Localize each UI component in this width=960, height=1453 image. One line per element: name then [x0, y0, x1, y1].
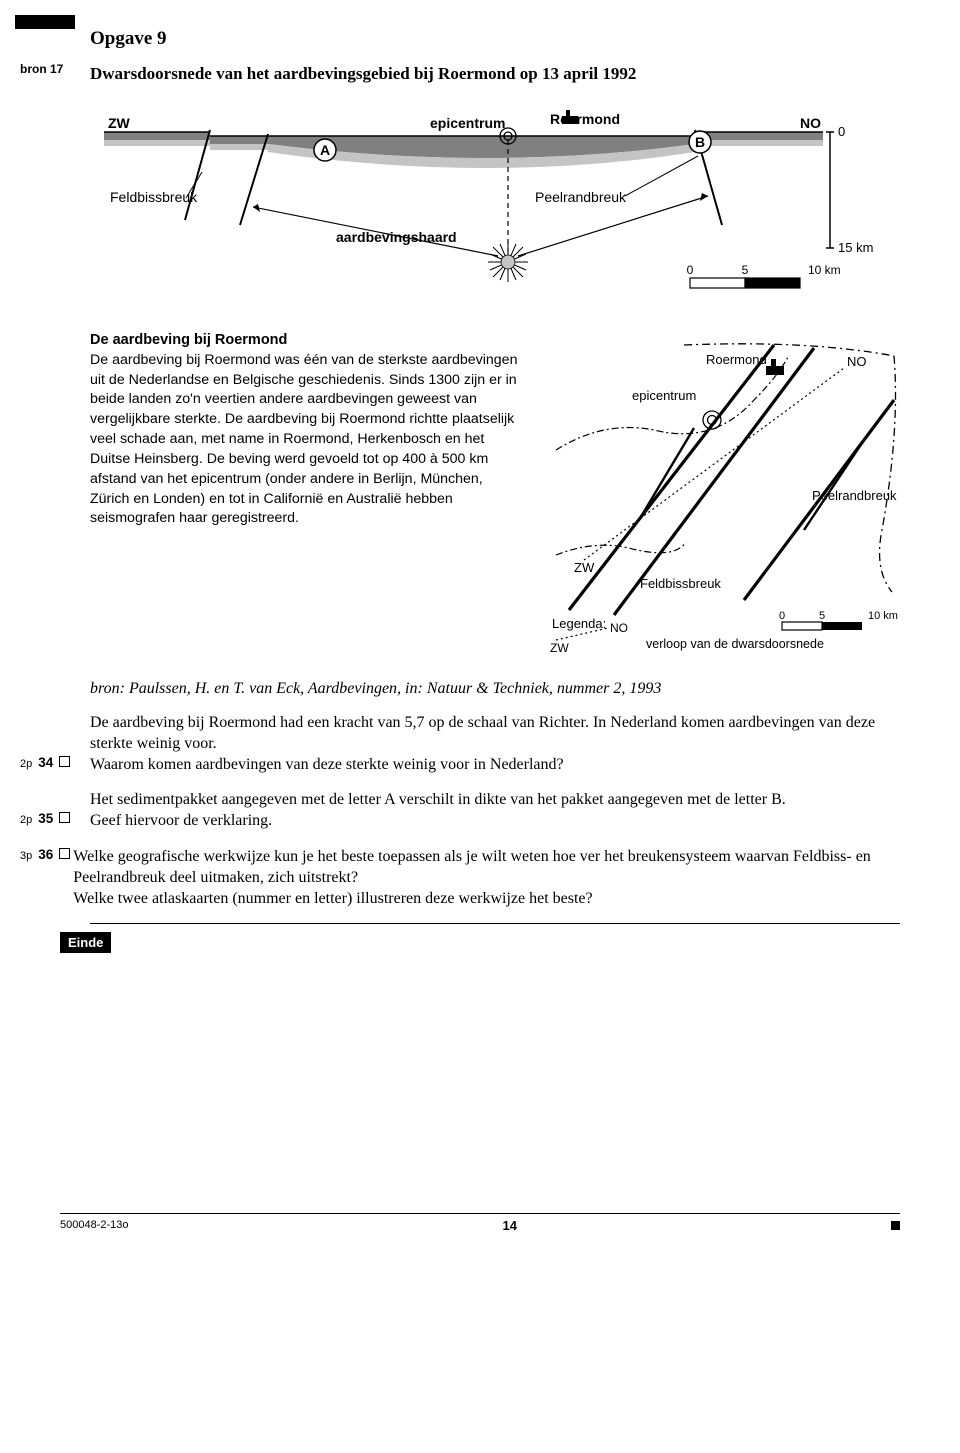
label-feldbissbreuk: Feldbissbreuk: [110, 189, 198, 205]
header-black-bar: [15, 15, 75, 29]
map-diagram: ZW NO Roermond epicentrum Peelrandbreuk …: [544, 330, 904, 660]
label-depth-0: 0: [838, 124, 845, 139]
map-legend-text: verloop van de dwarsdoorsnede: [646, 637, 824, 651]
label-peelrandbreuk: Peelrandbreuk: [535, 189, 627, 205]
map-scale-5: 5: [819, 610, 825, 622]
label-b: B: [695, 134, 705, 150]
q35-points: 2p: [20, 813, 32, 828]
label-no: NO: [800, 115, 821, 131]
map-scale-0: 0: [779, 610, 785, 622]
label-roermond: Roermond: [550, 111, 620, 127]
map-feldbissbreuk: Feldbissbreuk: [640, 576, 721, 591]
question-36-block: 3p 36 Welke geografische werkwijze kun j…: [90, 846, 900, 909]
footer-page-number: 14: [503, 1218, 517, 1233]
q34-number: 34: [38, 754, 53, 772]
q34-intro: De aardbeving bij Roermond had een krach…: [90, 712, 900, 754]
q35-intro: Het sedimentpakket aangegeven met de let…: [90, 789, 900, 810]
article-text: De aardbeving bij Roermond De aardbeving…: [90, 330, 520, 528]
citation: bron: Paulssen, H. en T. van Eck, Aardbe…: [90, 680, 900, 698]
q36-text2: Welke twee atlaskaarten (nummer en lette…: [73, 888, 900, 909]
checkbox-icon: [59, 812, 70, 823]
label-a: A: [320, 142, 330, 158]
map-legend-zw: ZW: [550, 641, 569, 655]
q36-number: 36: [38, 846, 53, 864]
checkbox-icon: [59, 756, 70, 767]
question-34-block: De aardbeving bij Roermond had een krach…: [90, 712, 900, 775]
label-epicentrum: epicentrum: [430, 115, 505, 131]
map-scale-10: 10 km: [868, 610, 898, 622]
footer-code: 500048-2-13o: [60, 1219, 129, 1231]
label-aardbevingshaard: aardbevingshaard: [336, 229, 457, 245]
scale-10: 10 km: [808, 263, 841, 277]
q35-number: 35: [38, 810, 53, 828]
map-legend-no: NO: [610, 621, 628, 635]
q34-points: 2p: [20, 757, 32, 772]
q34-text: Waarom komen aardbevingen van deze sterk…: [90, 754, 564, 775]
map-peelrandbreuk: Peelrandbreuk: [812, 488, 897, 503]
scale-0: 0: [687, 263, 694, 277]
q36-points: 3p: [20, 849, 32, 864]
scale-5: 5: [742, 263, 749, 277]
q36-text1: Welke geografische werkwijze kun je het …: [73, 846, 900, 888]
footer-square-icon: [891, 1221, 900, 1230]
map-epicentrum: epicentrum: [632, 388, 696, 403]
q35-text: Geef hiervoor de verklaring.: [90, 810, 272, 831]
article-body: De aardbeving bij Roermond was één van d…: [90, 352, 517, 527]
label-zw: ZW: [108, 115, 131, 131]
map-legenda: Legenda:: [552, 616, 606, 631]
opgave-subtitle: Dwarsdoorsnede van het aardbevingsgebied…: [90, 64, 900, 84]
map-zw: ZW: [574, 560, 595, 575]
article-heading: De aardbeving bij Roermond: [90, 332, 287, 348]
question-35-block: Het sedimentpakket aangegeven met de let…: [90, 789, 900, 831]
label-depth-15: 15 km: [838, 240, 873, 255]
map-no: NO: [847, 354, 867, 369]
page-footer: 500048-2-13o 14: [60, 1213, 900, 1233]
cross-section-diagram: ZW epicentrum Roermond NO 0: [90, 100, 900, 310]
map-roermond: Roermond: [706, 352, 767, 367]
opgave-title: Opgave 9: [90, 28, 900, 50]
checkbox-icon: [59, 848, 70, 859]
bron-label: bron 17: [20, 62, 63, 76]
einde-badge: Einde: [60, 932, 111, 953]
